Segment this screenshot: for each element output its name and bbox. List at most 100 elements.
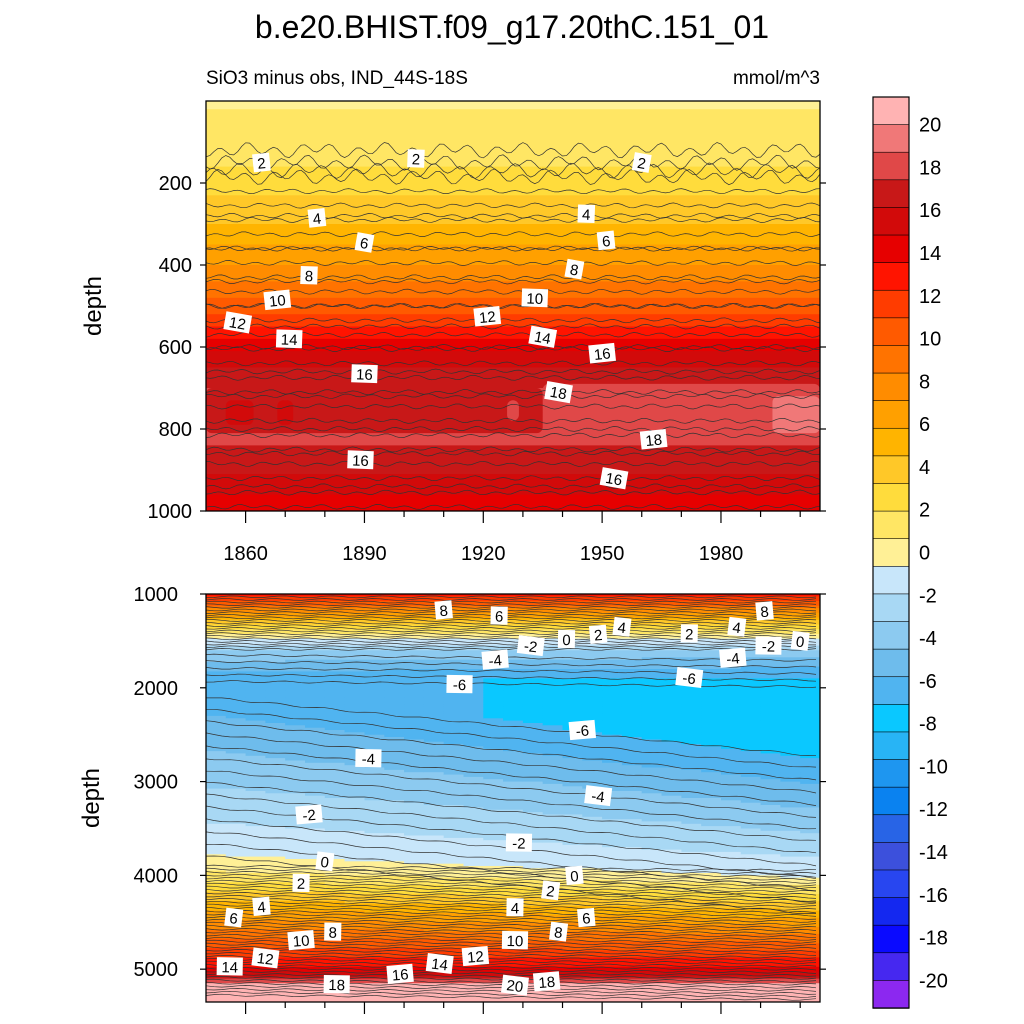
lower-fill-cell <box>582 840 603 844</box>
lower-fill-cell <box>206 941 227 944</box>
lower-fill-cell <box>443 833 465 837</box>
lower-fill-cell <box>344 762 365 766</box>
lower-fill-cell <box>384 737 405 740</box>
lower-fill-cell <box>562 844 583 848</box>
lower-fill-cell <box>483 701 504 705</box>
lower-fill-cell <box>483 959 504 963</box>
lower-fill-cell <box>206 723 227 726</box>
lower-fill-cell <box>621 786 643 790</box>
lower-fill-cell <box>562 887 583 890</box>
lower-fill-cell <box>701 734 722 738</box>
lower-fill-cell <box>423 816 445 820</box>
lower-fill-cell <box>701 798 722 801</box>
lower-fill-cell <box>721 980 742 984</box>
lower-fill-cell <box>364 856 385 860</box>
lower-fill-cell <box>701 723 722 726</box>
lower-fill-cell <box>384 950 405 954</box>
lower-fill-cell <box>225 643 247 647</box>
lower-fill-cell <box>265 779 286 783</box>
lower-fill-cell <box>463 821 484 825</box>
lower-fill-cell <box>522 753 544 757</box>
upper-fill-band <box>206 375 820 381</box>
lower-fill-cell <box>503 647 524 651</box>
lower-fill-cell <box>681 833 702 837</box>
lower-fill-cell <box>582 952 603 956</box>
lower-fill-cell <box>285 769 306 773</box>
lower-fill-cell <box>681 980 702 984</box>
upper-contour-line <box>206 426 820 432</box>
lower-fill-cell <box>621 826 643 829</box>
lower-fill-cell <box>503 793 524 797</box>
lower-fill-cell <box>721 758 742 761</box>
lower-fill-cell <box>225 875 247 879</box>
lower-fill-cell <box>404 931 425 935</box>
lower-fill-cell <box>404 891 425 895</box>
lower-fill-cell <box>582 647 603 651</box>
lower-fill-cell <box>285 671 306 675</box>
lower-fill-cell <box>681 737 702 740</box>
lower-fill-cell <box>681 723 702 726</box>
lower-fill-cell <box>423 594 445 597</box>
lower-fill-cell <box>305 919 326 923</box>
lower-fill-cell <box>443 863 465 867</box>
lower-fill-cell <box>562 779 583 783</box>
lower-fill-cell <box>225 805 247 808</box>
lower-fill-cell <box>701 795 722 799</box>
lower-fill-cell <box>661 662 682 665</box>
lower-fill-cell <box>641 626 663 630</box>
lower-fill-cell <box>721 791 742 794</box>
lower-fill-cell <box>265 980 286 984</box>
lower-fill-cell <box>404 842 425 846</box>
upper-fill-band <box>206 121 820 127</box>
lower-fill-cell <box>225 730 247 733</box>
lower-fill-cell <box>641 737 663 740</box>
lower-fill-cell <box>522 746 544 750</box>
lower-fill-cell <box>364 704 385 708</box>
lower-fill-cell <box>225 884 247 888</box>
lower-fill-cell <box>641 603 663 607</box>
lower-fill-cell <box>522 706 544 710</box>
lower-fill-cell <box>285 697 306 701</box>
lower-fill-cell <box>582 765 603 769</box>
lower-fill-cell <box>582 828 603 832</box>
lower-fill-cell <box>206 891 227 895</box>
lower-fill-cell <box>206 856 227 860</box>
lower-fill-cell <box>602 706 623 710</box>
lower-fill-cell <box>621 788 643 792</box>
contour-label-text: 4 <box>582 207 591 224</box>
lower-fill-cell <box>305 859 326 862</box>
lower-fill-cell <box>324 950 346 954</box>
lower-fill-cell <box>661 887 682 890</box>
lower-fill-cell <box>206 905 227 909</box>
lower-fill-cell <box>384 957 405 961</box>
lower-fill-cell <box>285 983 306 987</box>
lower-fill-cell <box>364 835 385 839</box>
lower-fill-cell <box>206 997 227 1001</box>
lower-fill-cell <box>641 969 663 973</box>
lower-fill-cell <box>225 802 247 806</box>
upper-fill-band <box>206 117 820 123</box>
lower-fill-cell <box>582 844 603 848</box>
lower-fill-cell <box>602 941 623 944</box>
lower-fill-cell <box>384 605 405 609</box>
lower-fill-cell <box>225 999 247 1002</box>
lower-fill-cell <box>225 835 247 839</box>
lower-fill-cell <box>443 739 465 743</box>
lower-fill-cell <box>661 699 682 703</box>
lower-fill-cell <box>463 723 484 726</box>
lower-fill-cell <box>721 615 742 618</box>
lower-fill-cell <box>404 720 425 724</box>
lower-fill-cell <box>562 924 583 928</box>
lower-fill-cell <box>344 851 365 855</box>
lower-fill-cell <box>225 844 247 848</box>
lower-fill-cell <box>483 640 504 644</box>
lower-fill-cell <box>324 715 346 719</box>
lower-fill-cell <box>483 976 504 980</box>
lower-fill-cell <box>324 952 346 956</box>
lower-fill-cell <box>404 798 425 801</box>
lower-fill-cell <box>245 755 266 759</box>
lower-fill-cell <box>423 605 445 609</box>
lower-fill-cell <box>344 973 365 977</box>
lower-fill-cell <box>265 931 286 935</box>
lower-fill-cell <box>423 781 445 785</box>
